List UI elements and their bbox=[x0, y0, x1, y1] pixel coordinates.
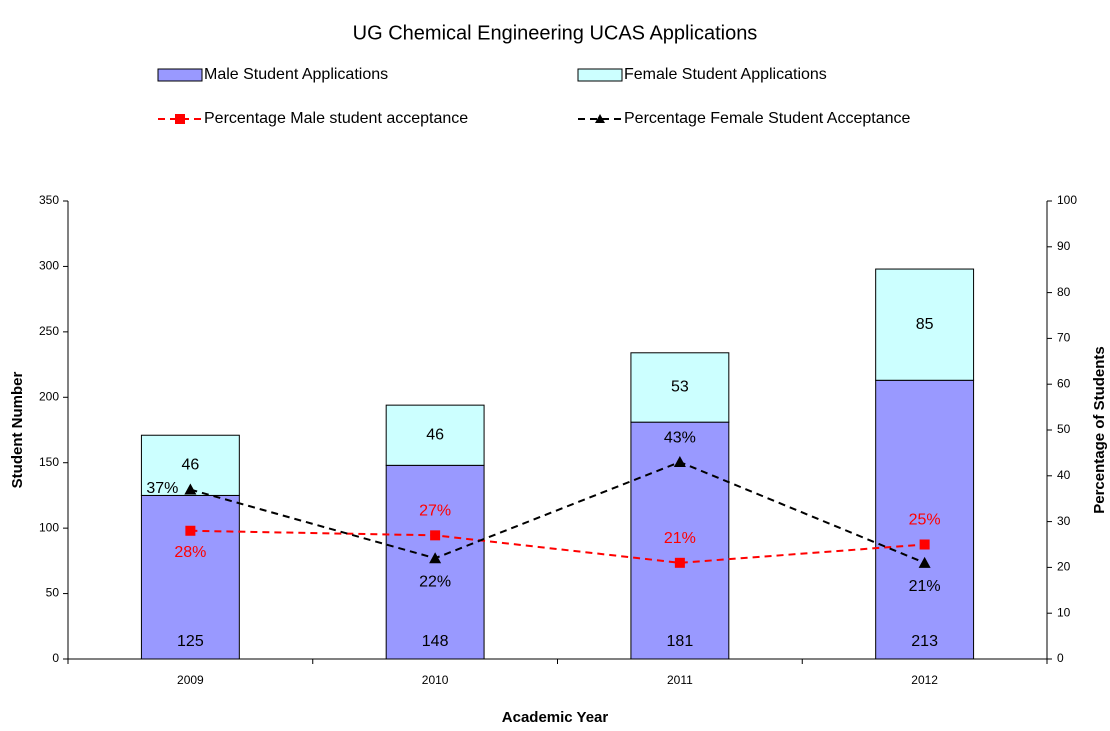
chart-title: UG Chemical Engineering UCAS Application… bbox=[353, 22, 758, 44]
line-marker bbox=[429, 552, 442, 564]
y2-axis-title: Percentage of Students bbox=[1091, 346, 1108, 514]
y-tick-label: 250 bbox=[39, 324, 59, 338]
x-tick-label: 2010 bbox=[422, 673, 449, 687]
data-label: 125 bbox=[177, 633, 204, 650]
line-marker bbox=[918, 556, 931, 568]
data-label: 22% bbox=[419, 573, 451, 590]
line-marker bbox=[673, 456, 686, 468]
legend-swatch bbox=[157, 68, 203, 82]
x-tick-label: 2012 bbox=[911, 673, 938, 687]
y2-tick-label: 70 bbox=[1057, 331, 1071, 345]
y-axis-title: Student Number bbox=[9, 372, 26, 489]
y2-tick-label: 30 bbox=[1057, 514, 1071, 528]
line bbox=[190, 529, 925, 564]
y-tick-label: 0 bbox=[52, 651, 59, 665]
y-tick-label: 350 bbox=[39, 193, 59, 207]
line-marker bbox=[674, 557, 685, 568]
y2-tick-label: 100 bbox=[1057, 193, 1077, 207]
data-label: 28% bbox=[174, 544, 206, 561]
y2-tick-label: 0 bbox=[1057, 651, 1064, 665]
data-label: 46 bbox=[181, 457, 199, 474]
line bbox=[190, 460, 926, 564]
legend-marker bbox=[175, 114, 185, 124]
y2-tick-label: 40 bbox=[1057, 468, 1071, 482]
data-label: 21% bbox=[664, 530, 696, 547]
legend-marker bbox=[595, 114, 605, 123]
data-label: 21% bbox=[909, 578, 941, 595]
legend-label: Male Student Applications bbox=[204, 66, 388, 83]
y2-tick-label: 50 bbox=[1057, 422, 1071, 436]
x-axis-title: Academic Year bbox=[502, 709, 609, 726]
y2-tick-label: 60 bbox=[1057, 376, 1071, 390]
y2-tick-label: 20 bbox=[1057, 560, 1071, 574]
legend-label: Female Student Applications bbox=[624, 66, 827, 83]
y-tick-label: 200 bbox=[39, 389, 59, 403]
legend-label: Percentage Male student acceptance bbox=[204, 110, 468, 127]
x-tick-label: 2011 bbox=[667, 673, 693, 687]
legend-label: Percentage Female Student Acceptance bbox=[624, 110, 911, 127]
data-label: 46 bbox=[426, 426, 444, 443]
data-label: 148 bbox=[422, 633, 449, 650]
y2-tick-label: 80 bbox=[1057, 285, 1071, 299]
y2-tick-label: 90 bbox=[1057, 239, 1071, 253]
y2-tick-label: 10 bbox=[1057, 605, 1071, 619]
bar bbox=[875, 268, 975, 381]
y-tick-label: 300 bbox=[39, 259, 59, 273]
bar bbox=[140, 494, 240, 660]
y-tick-label: 150 bbox=[39, 455, 59, 469]
line-marker bbox=[919, 539, 930, 550]
bar bbox=[875, 379, 975, 660]
x-tick-label: 2009 bbox=[177, 673, 204, 687]
legend-swatch bbox=[577, 68, 623, 82]
data-label: 37% bbox=[146, 480, 178, 497]
data-label: 85 bbox=[916, 316, 934, 333]
data-label: 25% bbox=[909, 512, 941, 529]
line-marker bbox=[430, 530, 441, 541]
data-label: 181 bbox=[667, 633, 694, 650]
line-marker bbox=[184, 483, 197, 495]
bar bbox=[630, 352, 730, 423]
data-label: 27% bbox=[419, 503, 451, 520]
y-tick-label: 50 bbox=[46, 586, 60, 600]
data-label: 53 bbox=[671, 379, 689, 396]
y-tick-label: 100 bbox=[39, 520, 59, 534]
data-label: 213 bbox=[911, 633, 938, 650]
bar bbox=[385, 404, 485, 466]
data-label: 43% bbox=[664, 429, 696, 446]
line-marker bbox=[185, 525, 196, 536]
